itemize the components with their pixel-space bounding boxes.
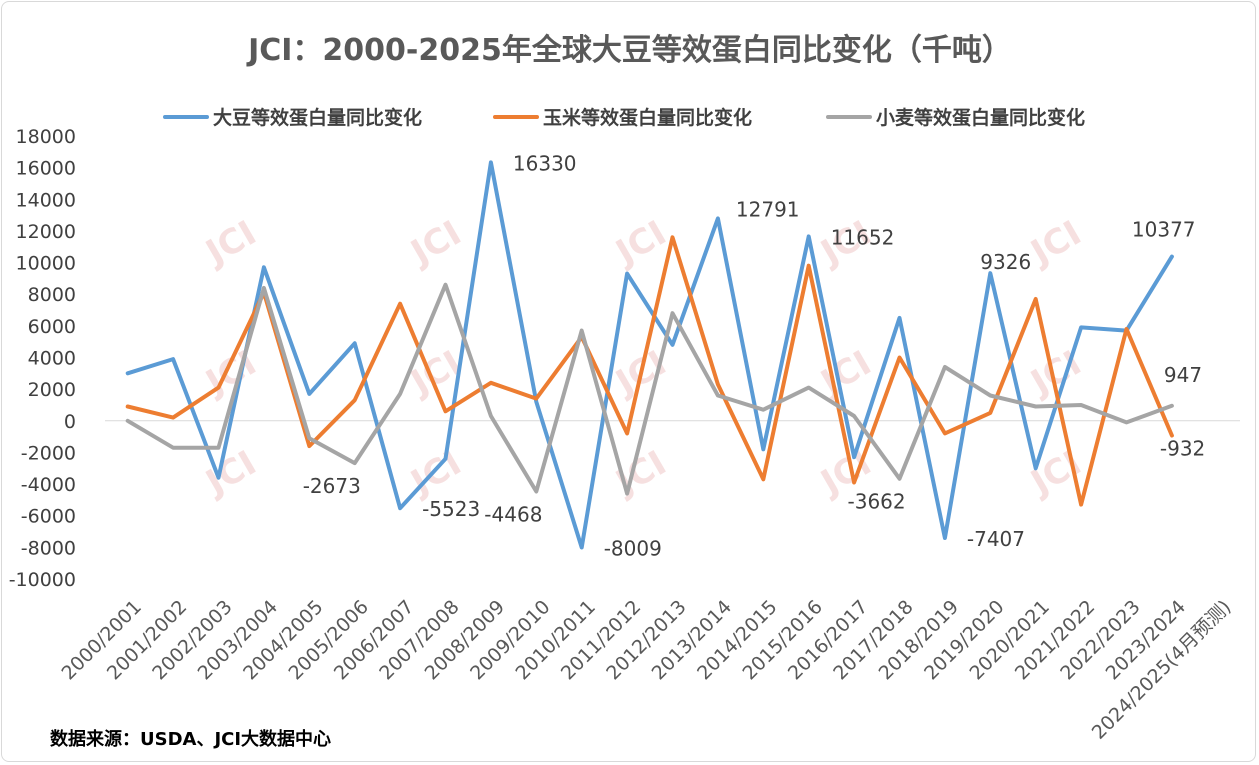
data-label: 12791	[736, 197, 800, 221]
source-note: 数据来源：USDA、JCI大数据中心	[50, 728, 331, 750]
y-tick-label: -6000	[21, 506, 76, 528]
legend-label: 小麦等效蛋白量同比变化	[876, 106, 1085, 129]
data-label: -5523	[422, 497, 480, 521]
series-group	[125, 160, 1174, 550]
data-label: 10377	[1132, 218, 1196, 242]
data-label: 947	[1164, 363, 1202, 387]
y-tick-label: -8000	[21, 537, 76, 559]
y-tick-label: 16000	[16, 158, 76, 180]
y-tick-label: 6000	[28, 316, 76, 338]
data-labels: 16330 12791 11652 9326 10377 947 -932 -2673 -552…	[303, 151, 1206, 560]
data-label: 11652	[831, 225, 895, 249]
data-label: -3662	[848, 490, 906, 514]
y-tick-label: 18000	[16, 126, 76, 148]
series-line	[125, 282, 1174, 496]
data-label: -8009	[604, 536, 662, 560]
data-label: 9326	[980, 250, 1031, 274]
data-label: 16330	[513, 151, 577, 175]
watermark-text: JCI	[1023, 213, 1088, 274]
data-label: -7407	[967, 527, 1025, 551]
y-tick-label: 8000	[28, 284, 76, 306]
watermark-text: JCI	[608, 213, 673, 274]
x-axis: 2000/20012001/20022002/20032003/20042004…	[57, 596, 1235, 744]
y-tick-label: -10000	[9, 569, 76, 591]
y-tick-label: 14000	[16, 189, 76, 211]
data-label: -932	[1160, 437, 1205, 461]
data-label: -4468	[484, 502, 542, 526]
chart-title: JCI：2000-2025年全球大豆等效蛋白同比变化（千吨）	[246, 33, 1012, 68]
y-tick-label: 0	[64, 411, 76, 433]
y-axis: 18000 16000 14000 12000 10000 8000 6000 4000 200…	[9, 126, 76, 591]
legend-label: 玉米等效蛋白量同比变化	[543, 106, 752, 129]
series-line	[125, 235, 1174, 507]
legend: 大豆等效蛋白量同比变化 玉米等效蛋白量同比变化 小麦等效蛋白量同比变化	[163, 106, 1085, 129]
y-tick-label: 12000	[16, 221, 76, 243]
watermark-text: JCI	[198, 213, 263, 274]
y-tick-label: 4000	[28, 348, 76, 370]
legend-label: 大豆等效蛋白量同比变化	[213, 106, 422, 129]
y-tick-label: -4000	[21, 474, 76, 496]
y-tick-label: 2000	[28, 379, 76, 401]
watermark-text: JCI	[403, 213, 468, 274]
y-tick-label: -2000	[21, 442, 76, 464]
series-line	[125, 160, 1174, 550]
y-tick-label: 10000	[16, 253, 76, 275]
data-label: -2673	[303, 474, 361, 498]
